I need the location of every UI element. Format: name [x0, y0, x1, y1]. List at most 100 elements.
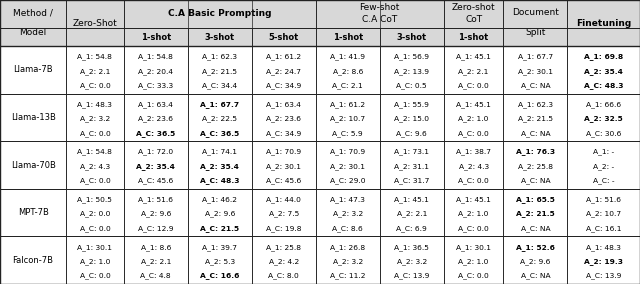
Text: A_C: NA: A_C: NA	[521, 82, 550, 89]
Bar	[504, 94, 568, 141]
Bar	[504, 0, 568, 284]
Text: A_1: 45.1: A_1: 45.1	[394, 196, 429, 203]
Text: A_1: 46.2: A_1: 46.2	[202, 196, 237, 203]
Text: A_1: 50.5: A_1: 50.5	[77, 196, 113, 203]
Bar	[252, 0, 316, 284]
Text: A_C: -: A_C: -	[593, 178, 614, 184]
Text: 1-shot: 1-shot	[333, 32, 363, 41]
Text: A_1: 26.8: A_1: 26.8	[330, 244, 365, 250]
Text: A_2: 24.7: A_2: 24.7	[266, 68, 301, 75]
Text: Few-shot: Few-shot	[360, 3, 400, 12]
Bar	[0, 141, 66, 189]
Text: A_1: 74.1: A_1: 74.1	[202, 149, 237, 155]
Text: A_C: 34.9: A_C: 34.9	[266, 82, 301, 89]
Bar	[568, 141, 640, 189]
Text: A_C: 33.3: A_C: 33.3	[138, 82, 173, 89]
Text: A_1: 76.3: A_1: 76.3	[516, 149, 555, 155]
Bar	[124, 28, 188, 46]
Text: A_C: 31.7: A_C: 31.7	[394, 178, 429, 184]
Text: A_1: 44.0: A_1: 44.0	[266, 196, 301, 203]
Text: 5-shot: 5-shot	[269, 32, 299, 41]
Bar	[124, 94, 188, 141]
Text: A_1: 30.1: A_1: 30.1	[456, 244, 491, 250]
Text: A_1: 36.5: A_1: 36.5	[394, 244, 429, 250]
Text: A_2: 30.1: A_2: 30.1	[330, 163, 365, 170]
Bar	[124, 141, 188, 189]
Text: A_C: 34.9: A_C: 34.9	[266, 130, 301, 137]
Text: A_1: 63.4: A_1: 63.4	[266, 101, 301, 108]
Text: A_2: 1.0: A_2: 1.0	[458, 258, 489, 265]
Text: A_1: 25.8: A_1: 25.8	[266, 244, 301, 250]
Text: A_C: 2.1: A_C: 2.1	[332, 82, 363, 89]
Text: Split: Split	[525, 28, 546, 37]
Text: Zero-shot: Zero-shot	[452, 3, 495, 12]
Text: A_2: 21.5: A_2: 21.5	[516, 210, 555, 218]
Text: A_2: 3.2: A_2: 3.2	[333, 211, 363, 217]
Text: A_2: 1.0: A_2: 1.0	[458, 115, 489, 122]
Text: A_2: 20.4: A_2: 20.4	[138, 68, 173, 75]
Text: A_2: 0.0: A_2: 0.0	[80, 211, 110, 217]
Bar	[444, 46, 504, 94]
Text: A_C: 0.0: A_C: 0.0	[458, 130, 489, 137]
Text: A_1: 47.3: A_1: 47.3	[330, 196, 365, 203]
Text: A_2: 23.6: A_2: 23.6	[266, 115, 301, 122]
Bar	[504, 236, 568, 284]
Text: Model: Model	[19, 28, 47, 37]
Text: Falcon-7B: Falcon-7B	[13, 256, 54, 265]
Bar	[316, 28, 380, 46]
Text: Document: Document	[512, 8, 559, 17]
Bar	[380, 94, 444, 141]
Bar	[568, 189, 640, 236]
Text: A_1: 52.6: A_1: 52.6	[516, 244, 555, 250]
Bar	[252, 189, 316, 236]
Bar	[380, 189, 444, 236]
Bar	[124, 189, 188, 236]
Text: C.A CoT: C.A CoT	[362, 15, 397, 24]
Bar	[188, 46, 252, 94]
Text: A_C: 11.2: A_C: 11.2	[330, 273, 365, 279]
Bar	[316, 236, 380, 284]
Text: A_2: 30.1: A_2: 30.1	[266, 163, 301, 170]
Text: A_C: 48.3: A_C: 48.3	[200, 177, 239, 184]
Text: 1-shot: 1-shot	[141, 32, 171, 41]
Bar	[504, 141, 568, 189]
Text: A_C: 21.5: A_C: 21.5	[200, 225, 239, 232]
Bar	[568, 0, 640, 46]
Bar	[0, 46, 66, 94]
Text: A_1: 54.8: A_1: 54.8	[77, 149, 113, 155]
Text: A_1: 61.2: A_1: 61.2	[266, 53, 301, 60]
Bar	[66, 28, 124, 46]
Text: A_2: 13.9: A_2: 13.9	[394, 68, 429, 75]
Text: A_2: 2.1: A_2: 2.1	[397, 211, 427, 217]
Text: A_2: 31.1: A_2: 31.1	[394, 163, 429, 170]
Text: A_1: -: A_1: -	[593, 149, 614, 155]
Text: A_C: NA: A_C: NA	[521, 178, 550, 184]
Text: A_1: 70.9: A_1: 70.9	[330, 149, 365, 155]
Text: A_1: 65.5: A_1: 65.5	[516, 196, 555, 203]
Bar	[66, 189, 124, 236]
Bar	[124, 0, 188, 284]
Text: A_2: 15.0: A_2: 15.0	[394, 115, 429, 122]
Bar	[66, 94, 124, 141]
Text: 3-shot: 3-shot	[205, 32, 235, 41]
Text: A_C: 45.6: A_C: 45.6	[266, 178, 301, 184]
Text: A_1: 62.3: A_1: 62.3	[518, 101, 553, 108]
Text: A_C: 0.0: A_C: 0.0	[458, 273, 489, 279]
Bar	[316, 189, 380, 236]
Text: A_2: 21.5: A_2: 21.5	[202, 68, 237, 75]
Text: A_1: 70.9: A_1: 70.9	[266, 149, 301, 155]
Text: A_2: 19.3: A_2: 19.3	[584, 258, 623, 265]
Bar	[444, 28, 504, 46]
Text: A_C: 48.3: A_C: 48.3	[584, 82, 623, 89]
Bar	[316, 0, 444, 28]
Text: Zero-Shot: Zero-Shot	[72, 18, 117, 28]
Bar	[188, 189, 252, 236]
Bar	[444, 0, 504, 284]
Bar	[252, 94, 316, 141]
Bar	[188, 0, 252, 284]
Text: A_C: 0.0: A_C: 0.0	[458, 225, 489, 232]
Text: A_C: 0.0: A_C: 0.0	[458, 82, 489, 89]
Bar	[124, 236, 188, 284]
Text: A_C: 36.5: A_C: 36.5	[200, 130, 239, 137]
Text: A_2: 35.4: A_2: 35.4	[200, 163, 239, 170]
